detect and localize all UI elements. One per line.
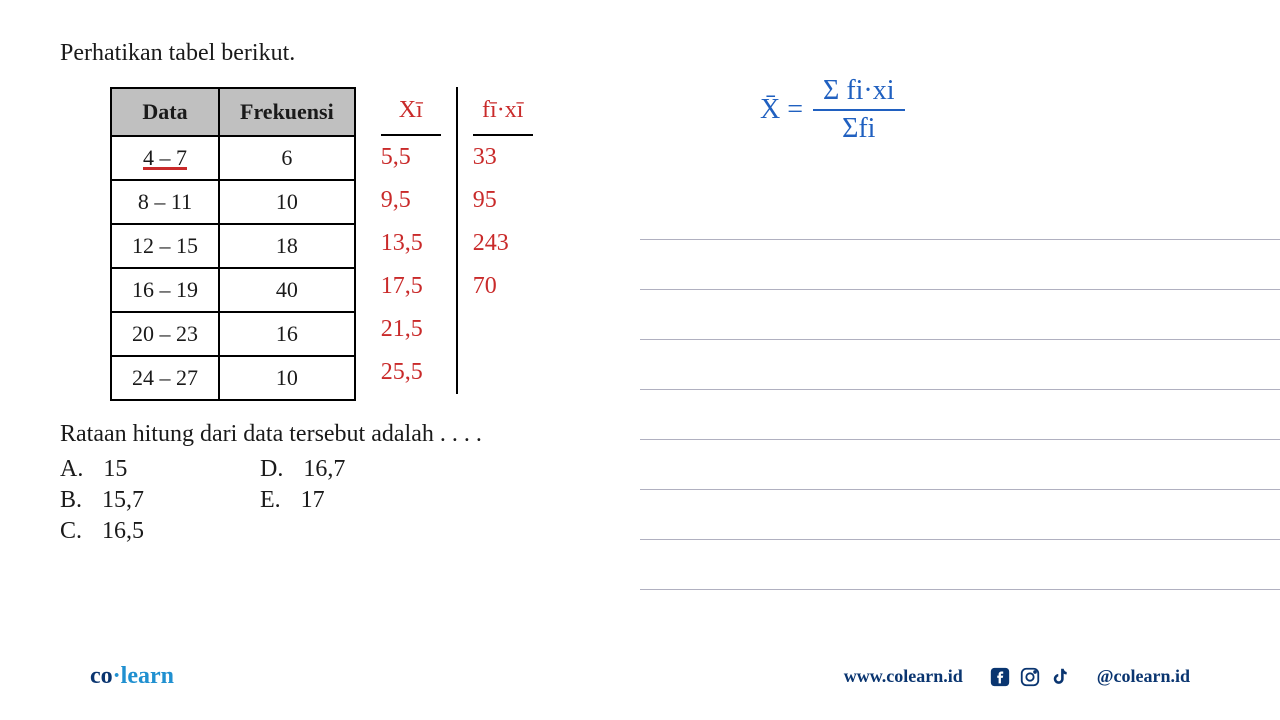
handwritten-annotations: Xī 5,59,513,517,521,525,5 fī·xī 33952437… (366, 87, 548, 394)
answer-option: C. 16,5 (60, 518, 260, 545)
option-letter: A. (60, 456, 83, 483)
answer-option: A. 15 (60, 456, 260, 483)
xi-value: 17,5 (381, 265, 441, 308)
freq-cell: 6 (219, 136, 355, 180)
tiktok-icon (1048, 665, 1072, 689)
data-cell: 16 – 19 (111, 268, 219, 312)
fixi-value (473, 308, 533, 351)
option-letter: D. (260, 456, 283, 483)
formula-fraction: Σ fi·xi Σfi (813, 75, 905, 145)
option-letter: E. (260, 487, 281, 514)
social-handle: @colearn.id (1097, 666, 1190, 687)
xi-column: Xī 5,59,513,517,521,525,5 (366, 87, 456, 394)
fixi-header: fī·xī (473, 87, 533, 136)
website-url: www.colearn.id (844, 666, 963, 687)
question-text: Rataan hitung dari data tersebut adalah … (60, 421, 660, 448)
option-value: 16,7 (303, 456, 345, 483)
table-row: 20 – 2316 (111, 312, 355, 356)
option-value: 16,5 (102, 518, 144, 545)
freq-cell: 40 (219, 268, 355, 312)
logo-co: co (90, 663, 113, 689)
colearn-logo: co·learn (90, 663, 174, 690)
fixi-value: 95 (473, 179, 533, 222)
table-row: 16 – 1940 (111, 268, 355, 312)
option-letter: B. (60, 487, 82, 514)
data-cell: 4 – 7 (111, 136, 219, 180)
freq-cell: 10 (219, 180, 355, 224)
instagram-icon (1018, 665, 1042, 689)
freq-cell: 10 (219, 356, 355, 400)
xi-value: 25,5 (381, 351, 441, 394)
xi-value: 13,5 (381, 222, 441, 265)
fixi-value: 243 (473, 222, 533, 265)
mean-formula: X̄ = Σ fi·xi Σfi (760, 75, 905, 145)
xi-value: 21,5 (381, 308, 441, 351)
footer: co·learn www.colearn.id @colearn.id (0, 663, 1280, 690)
xi-value: 5,5 (381, 136, 441, 179)
header-frekuensi: Frekuensi (219, 88, 355, 136)
table-row: 8 – 1110 (111, 180, 355, 224)
frequency-table: Data Frekuensi 4 – 768 – 111012 – 151816… (110, 87, 356, 401)
header-data: Data (111, 88, 219, 136)
option-letter: C. (60, 518, 82, 545)
facebook-icon (988, 665, 1012, 689)
table-row: 12 – 1518 (111, 224, 355, 268)
freq-cell: 16 (219, 312, 355, 356)
table-row: 24 – 2710 (111, 356, 355, 400)
footer-right: www.colearn.id @colearn.id (844, 665, 1190, 689)
fixi-value: 33 (473, 136, 533, 179)
option-value: 15 (103, 456, 127, 483)
xi-value: 9,5 (381, 179, 441, 222)
option-value: 15,7 (102, 487, 144, 514)
formula-numerator: Σ fi·xi (813, 75, 905, 111)
instruction-text: Perhatikan tabel berikut. (60, 40, 660, 67)
freq-cell: 18 (219, 224, 355, 268)
table-with-annotations: Data Frekuensi 4 – 768 – 111012 – 151816… (110, 87, 660, 401)
fixi-column: fī·xī 339524370 (458, 87, 548, 394)
logo-learn: learn (121, 663, 174, 689)
formula-lhs: X̄ = (760, 94, 803, 126)
xi-header: Xī (381, 87, 441, 136)
data-cell: 12 – 15 (111, 224, 219, 268)
data-cell: 24 – 27 (111, 356, 219, 400)
answer-option: E. 17 (260, 487, 460, 514)
option-value: 17 (301, 487, 325, 514)
fixi-value (473, 351, 533, 394)
answer-options: A. 15 D. 16,7 B. 15,7 E. 17 C. 16,5 (60, 456, 660, 545)
printed-content: Perhatikan tabel berikut. Data Frekuensi… (60, 40, 660, 545)
fixi-value: 70 (473, 265, 533, 308)
data-cell: 20 – 23 (111, 312, 219, 356)
formula-denominator: Σfi (842, 111, 875, 145)
social-icons (988, 665, 1072, 689)
table-row: 4 – 76 (111, 136, 355, 180)
logo-dot: · (113, 663, 121, 689)
answer-option: D. 16,7 (260, 456, 460, 483)
data-cell: 8 – 11 (111, 180, 219, 224)
answer-option: B. 15,7 (60, 487, 260, 514)
notebook-lines (640, 190, 1280, 630)
